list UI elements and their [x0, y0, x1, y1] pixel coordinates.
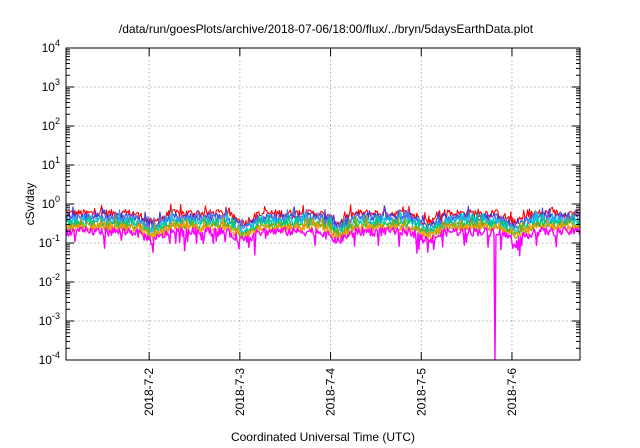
- y-tick-label: 104: [42, 38, 60, 55]
- y-tick-label: 101: [42, 155, 60, 172]
- x-axis: 2018-7-2 2018-7-3 2018-7-4 2018-7-5 2018-7-6: [142, 48, 519, 416]
- y-axis-label: cSv/day: [23, 183, 37, 226]
- grid: [66, 48, 580, 360]
- x-tick-label: 2018-7-5: [414, 368, 428, 416]
- x-tick-label: 2018-7-4: [324, 368, 338, 416]
- y-tick-label: 100: [42, 194, 60, 211]
- y-tick-label: 103: [42, 77, 60, 94]
- y-tick-label: 10-4: [39, 350, 60, 367]
- y-tick-label: 102: [42, 116, 60, 133]
- y-axis: 10-4 10-3 10-2 10-1 100 101 102 103 104: [39, 38, 580, 367]
- series-line: [65, 216, 581, 241]
- series-line: [65, 226, 581, 361]
- y-tick-label: 10-3: [39, 311, 60, 328]
- series-layer: [65, 203, 581, 361]
- x-tick-label: 2018-7-2: [142, 368, 156, 416]
- y-tick-label: 10-2: [39, 272, 60, 289]
- x-tick-label: 2018-7-3: [233, 368, 247, 416]
- x-axis-label: Coordinated Universal Time (UTC): [231, 430, 415, 444]
- x-tick-label: 2018-7-6: [505, 368, 519, 416]
- y-tick-label: 10-1: [39, 233, 60, 250]
- chart-title: /data/run/goesPlots/archive/2018-07-06/1…: [119, 22, 534, 36]
